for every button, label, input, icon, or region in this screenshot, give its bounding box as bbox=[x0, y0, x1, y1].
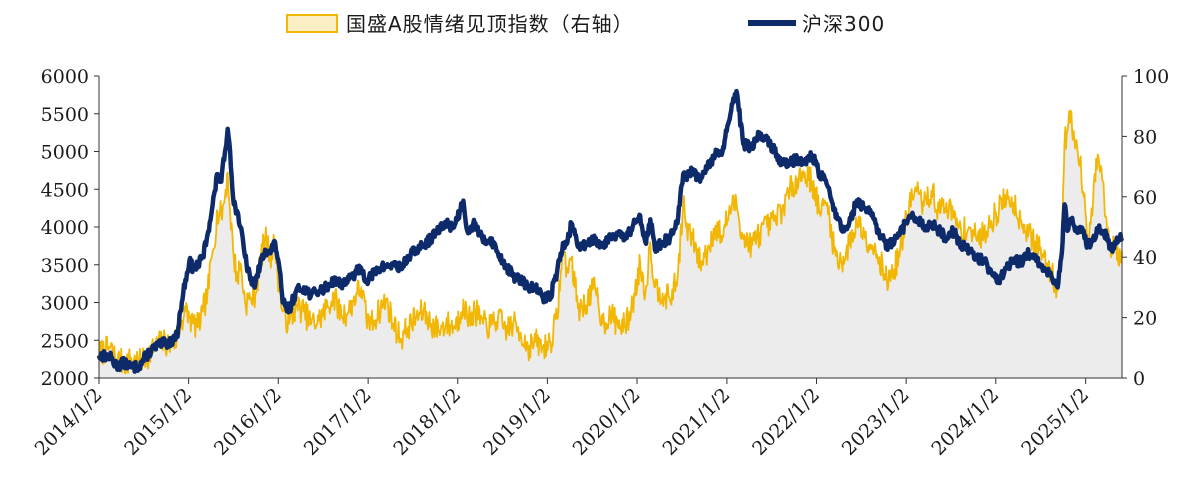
x-tick-label: 2022/1/2 bbox=[748, 384, 824, 460]
x-tick-label: 2024/1/2 bbox=[927, 384, 1003, 460]
x-tick-label: 2019/1/2 bbox=[479, 384, 555, 460]
line-layer bbox=[96, 88, 1125, 374]
x-tick-label: 2016/1/2 bbox=[210, 384, 286, 460]
x-tick-label: 2014/1/2 bbox=[31, 384, 107, 460]
y-left-tick-label: 3500 bbox=[41, 255, 89, 277]
area-layer bbox=[98, 109, 1123, 378]
sentiment-index-area bbox=[99, 110, 1122, 378]
legend-label-csi300: 沪深300 bbox=[802, 12, 885, 36]
y-right-tick-label: 60 bbox=[1133, 187, 1157, 209]
y-right-tick-label: 40 bbox=[1133, 247, 1157, 269]
y-left-tick-label: 6000 bbox=[41, 66, 89, 88]
legend-label-sentiment-index: 国盛A股情绪见顶指数（右轴） bbox=[346, 12, 634, 36]
y-left-tick-label: 3000 bbox=[41, 293, 89, 315]
x-tick-label: 2023/1/2 bbox=[838, 384, 914, 460]
y-left-tick-label: 4500 bbox=[41, 179, 89, 201]
y-right-tick-label: 0 bbox=[1133, 368, 1145, 390]
y-left-tick-label: 5000 bbox=[41, 142, 89, 164]
x-tick-label: 2020/1/2 bbox=[569, 384, 645, 460]
x-tick-label: 2018/1/2 bbox=[389, 384, 465, 460]
chart-legend: 国盛A股情绪见顶指数（右轴） 沪深300 bbox=[286, 12, 885, 36]
x-tick-label: 2021/1/2 bbox=[659, 384, 735, 460]
y-left-tick-label: 4000 bbox=[41, 217, 89, 239]
y-left-tick-label: 5500 bbox=[41, 104, 89, 126]
y-right-tick-label: 100 bbox=[1133, 66, 1169, 88]
x-tick-label: 2017/1/2 bbox=[300, 384, 376, 460]
y-right-tick-label: 80 bbox=[1133, 126, 1157, 148]
legend-swatch-sentiment-index bbox=[286, 14, 338, 33]
x-tick-label: 2015/1/2 bbox=[120, 384, 196, 460]
sentiment-index-line bbox=[98, 109, 1123, 375]
y-left-tick-label: 2000 bbox=[41, 368, 89, 390]
y-right-tick-label: 20 bbox=[1133, 308, 1157, 330]
x-tick-label: 2025/1/2 bbox=[1017, 384, 1093, 460]
csi300-line bbox=[96, 88, 1125, 374]
y-left-tick-label: 2500 bbox=[41, 330, 89, 352]
